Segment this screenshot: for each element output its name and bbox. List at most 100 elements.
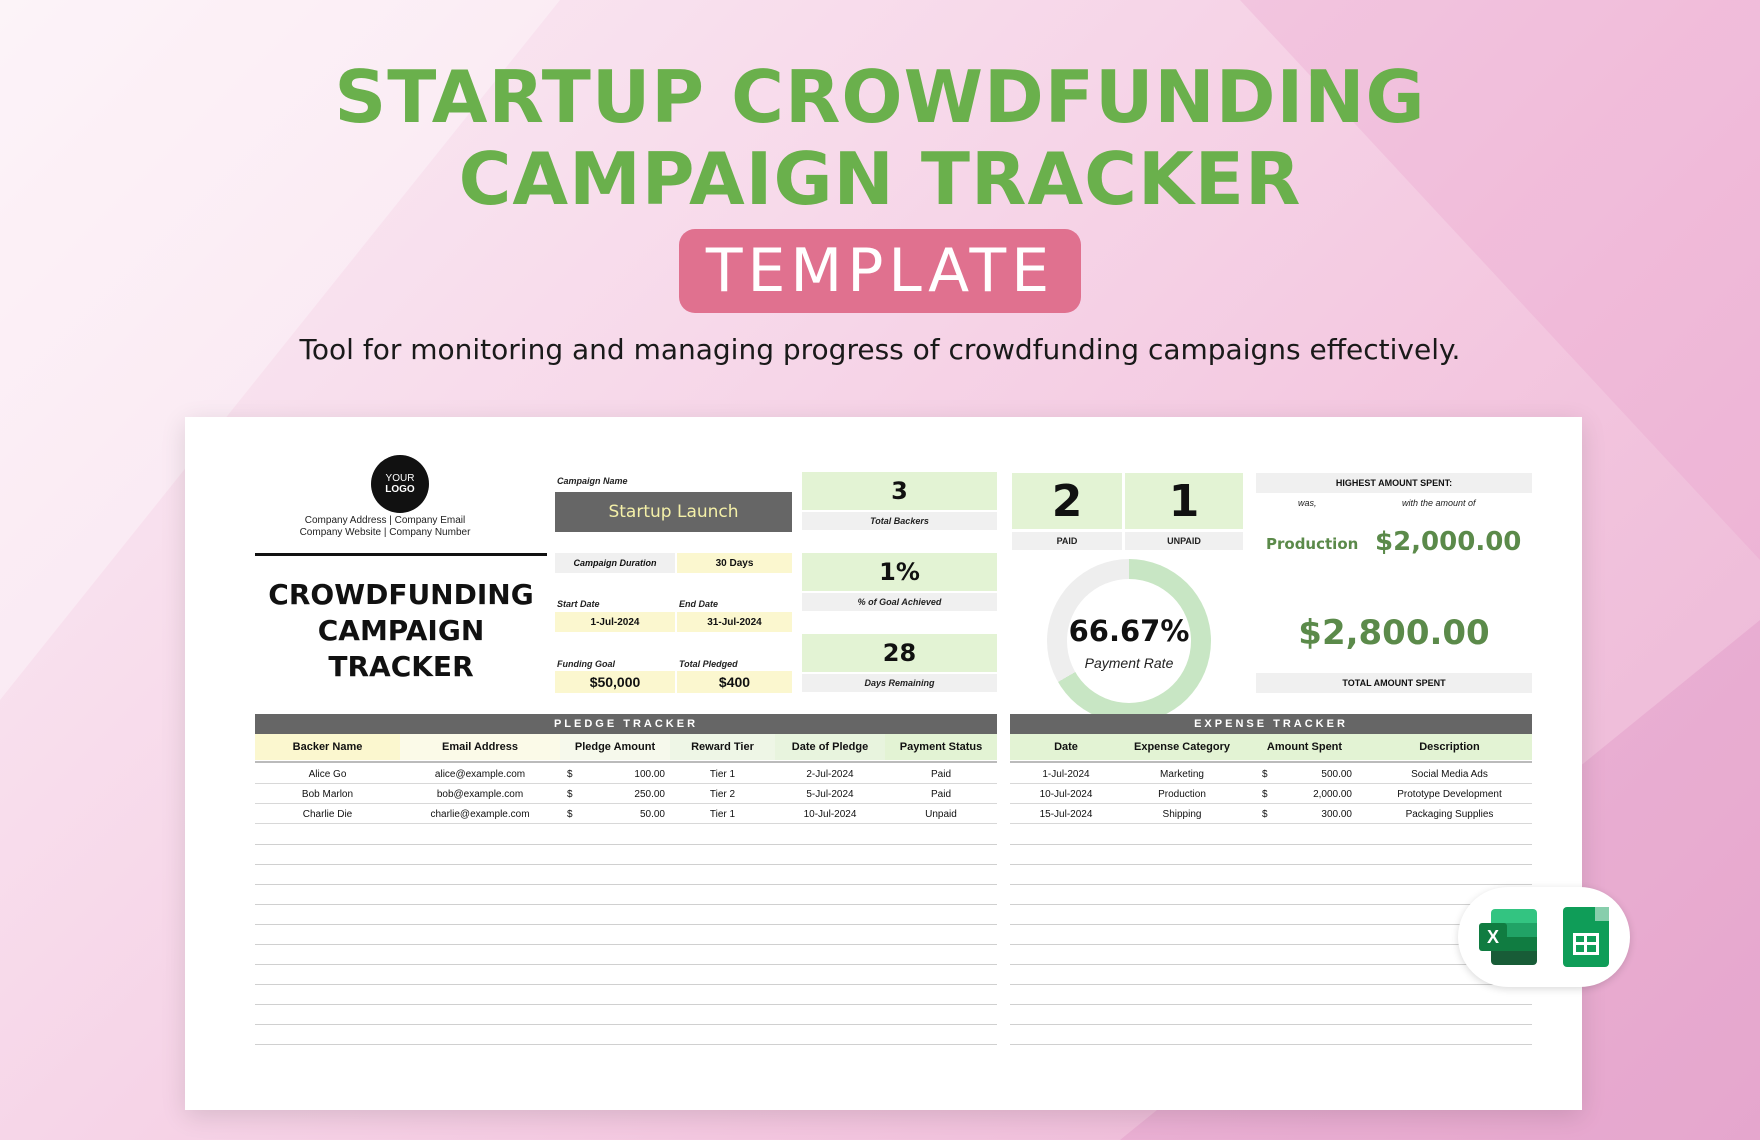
cell-category: Production — [1158, 789, 1206, 800]
cell-currency: $ — [1262, 809, 1268, 820]
table-row[interactable]: 15-Jul-2024 Shipping $ 300.00 Packaging … — [1010, 804, 1532, 824]
column-header: Reward Tier — [670, 734, 775, 760]
empty-row-line — [255, 964, 997, 965]
empty-row-line — [255, 984, 997, 985]
empty-row-line — [1010, 844, 1532, 845]
cell-email: alice@example.com — [434, 769, 526, 780]
main-title-line2: CAMPAIGN TRACKER — [458, 137, 1302, 221]
cell-category: Marketing — [1160, 769, 1204, 780]
total-pledged-label: Total Pledged — [679, 659, 738, 669]
table-row[interactable]: 1-Jul-2024 Marketing $ 500.00 Social Med… — [1010, 764, 1532, 784]
cell-reward-tier: Tier 1 — [709, 769, 736, 780]
cell-currency: $ — [567, 789, 573, 800]
cell-date: 15-Jul-2024 — [1039, 809, 1093, 820]
empty-row-line — [1010, 924, 1532, 925]
highest-spent-label: HIGHEST AMOUNT SPENT: — [1256, 473, 1532, 493]
cell-pledge-amount: 50.00 — [639, 809, 665, 820]
subtitle: Tool for monitoring and managing progres… — [299, 333, 1461, 366]
cell-backer-name: Charlie Die — [302, 809, 353, 820]
cell-pledge-amount: 100.00 — [634, 769, 665, 780]
cell-date: 5-Jul-2024 — [806, 789, 854, 800]
total-backers-label: Total Backers — [802, 512, 997, 530]
sheet-title-line1: CROWDFUNDING — [268, 578, 534, 611]
sheet-title-line3: TRACKER — [328, 650, 474, 683]
cell-email: bob@example.com — [436, 789, 524, 800]
table-row[interactable]: Charlie Die charlie@example.com $ 50.00 … — [255, 804, 997, 824]
start-date-label: Start Date — [557, 599, 600, 609]
sheet-title-line2: CAMPAIGN — [317, 614, 485, 647]
payment-rate-donut — [1047, 559, 1211, 723]
empty-row-line — [1010, 1024, 1532, 1025]
table-row[interactable]: Bob Marlon bob@example.com $ 250.00 Tier… — [255, 784, 997, 804]
with-amount-label: with the amount of — [1402, 498, 1476, 508]
column-header: Date — [1010, 734, 1122, 760]
company-info-line1: Company Address | Company Email — [304, 515, 466, 526]
cell-currency: $ — [567, 809, 573, 820]
cell-reward-tier: Tier 2 — [709, 789, 736, 800]
divider — [1010, 761, 1532, 763]
payment-rate-label: Payment Rate — [1084, 655, 1174, 671]
google-sheets-icon — [1563, 907, 1609, 967]
cell-date: 10-Jul-2024 — [1039, 789, 1093, 800]
campaign-name-cell[interactable]: Startup Launch — [555, 492, 792, 532]
empty-row-line — [1010, 984, 1532, 985]
paid-count: 2 — [1012, 473, 1122, 529]
column-header: Expense Category — [1122, 734, 1242, 760]
start-date-cell[interactable]: 1-Jul-2024 — [555, 612, 675, 632]
total-backers-value: 3 — [802, 472, 997, 510]
total-pledged-cell[interactable]: $400 — [677, 671, 792, 693]
sheet-title: CROWDFUNDING CAMPAIGN TRACKER — [255, 577, 547, 685]
empty-row-line — [255, 1004, 997, 1005]
table-row[interactable]: 10-Jul-2024 Production $ 2,000.00 Protot… — [1010, 784, 1532, 804]
empty-row-line — [1010, 1044, 1532, 1045]
empty-row-line — [255, 944, 997, 945]
empty-row-line — [255, 864, 997, 865]
empty-row-line — [1010, 864, 1532, 865]
end-date-cell[interactable]: 31-Jul-2024 — [677, 612, 792, 632]
total-amount-spent: $2,800.00 — [1298, 613, 1490, 653]
app-icons-badge: X — [1458, 887, 1630, 987]
main-title: STARTUP CROWDFUNDING CAMPAIGN TRACKER — [0, 56, 1760, 220]
empty-row-line — [1010, 904, 1532, 905]
cell-amount: 300.00 — [1321, 809, 1352, 820]
cell-status: Paid — [930, 769, 951, 780]
column-header: Amount Spent — [1242, 734, 1367, 760]
campaign-name-label: Campaign Name — [557, 476, 628, 486]
paid-label: PAID — [1012, 532, 1122, 550]
empty-row-line — [255, 1044, 997, 1045]
column-header: Email Address — [400, 734, 560, 760]
was-label: was, — [1298, 498, 1317, 508]
excel-icon: X — [1479, 909, 1539, 965]
cell-reward-tier: Tier 1 — [709, 809, 736, 820]
goal-achieved-label: % of Goal Achieved — [802, 593, 997, 611]
cell-description: Social Media Ads — [1411, 769, 1488, 780]
campaign-duration-label: Campaign Duration — [555, 553, 675, 573]
cell-status: Paid — [930, 789, 951, 800]
cell-amount: 2,000.00 — [1313, 789, 1352, 800]
company-info-line2: Company Website | Company Number — [299, 527, 471, 538]
campaign-duration-cell[interactable]: 30 Days — [677, 553, 792, 573]
highest-amount: $2,000.00 — [1375, 527, 1522, 557]
cell-date: 1-Jul-2024 — [1042, 769, 1090, 780]
cell-description: Packaging Supplies — [1405, 809, 1494, 820]
unpaid-count: 1 — [1125, 473, 1243, 529]
column-header: Pledge Amount — [560, 734, 670, 760]
payment-rate-value: 66.67% — [1068, 614, 1190, 648]
empty-row-line — [255, 904, 997, 905]
end-date-label: End Date — [679, 599, 719, 609]
expense-tracker-header: EXPENSE TRACKER — [1010, 714, 1532, 734]
main-title-line1: STARTUP CROWDFUNDING — [334, 55, 1426, 139]
empty-row-line — [1010, 1004, 1532, 1005]
cell-backer-name: Bob Marlon — [301, 789, 354, 800]
empty-row-line — [1010, 884, 1532, 885]
funding-goal-label: Funding Goal — [557, 659, 615, 669]
funding-goal-cell[interactable]: $50,000 — [555, 671, 675, 693]
cell-date: 2-Jul-2024 — [806, 769, 854, 780]
cell-backer-name: Alice Go — [308, 769, 347, 780]
logo-line1: YOUR — [385, 473, 415, 484]
table-row[interactable]: Alice Go alice@example.com $ 100.00 Tier… — [255, 764, 997, 784]
column-header: Date of Pledge — [775, 734, 885, 760]
cell-amount: 500.00 — [1321, 769, 1352, 780]
template-badge: TEMPLATE — [679, 229, 1081, 313]
cell-category: Shipping — [1162, 809, 1202, 820]
